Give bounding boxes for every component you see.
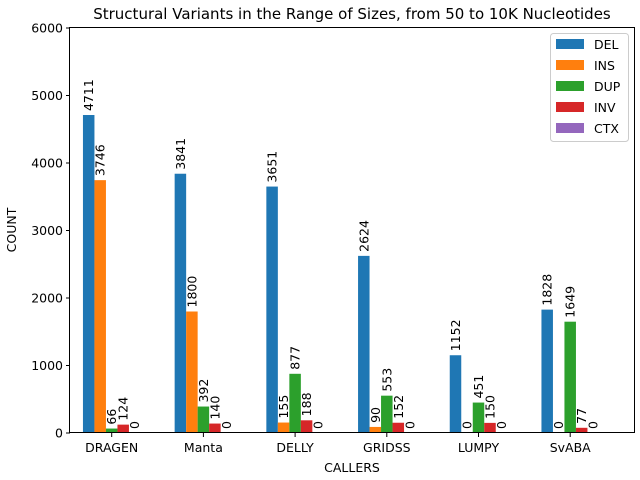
bars-layer	[82, 115, 588, 434]
data-label-inv-delly: 188	[299, 392, 314, 416]
data-label-del-dragen: 4711	[81, 79, 96, 111]
y-tick-label: 5000	[31, 88, 63, 103]
data-label-del-manta: 3841	[173, 138, 188, 170]
data-label-ins-manta: 1800	[184, 276, 199, 308]
data-label-ins-gridss: 90	[368, 407, 383, 423]
x-tick-label-lumpy: LUMPY	[458, 440, 500, 455]
bar-inv-delly	[300, 420, 313, 433]
legend-label-del: DEL	[594, 37, 619, 52]
bar-del-lumpy	[449, 355, 462, 433]
data-label-ctx-gridss: 0	[402, 421, 417, 429]
data-label-inv-lumpy: 150	[483, 395, 498, 419]
data-label-ctx-dragen: 0	[127, 421, 142, 429]
data-label-ins-lumpy: 0	[460, 421, 475, 429]
bar-dup-manta	[197, 406, 210, 433]
bar-inv-dragen	[117, 424, 129, 433]
data-label-inv-dragen: 124	[116, 397, 131, 421]
bar-inv-lumpy	[484, 422, 496, 434]
data-label-dup-lumpy: 451	[471, 375, 486, 399]
bar-dup-delly	[289, 373, 301, 433]
data-label-dup-svaba: 1649	[563, 286, 578, 318]
bar-del-manta	[174, 173, 187, 434]
data-label-del-svaba: 1828	[540, 274, 555, 306]
legend-swatch-dup	[556, 81, 584, 91]
bar-inv-svaba	[575, 427, 588, 433]
bar-del-gridss	[358, 255, 370, 433]
data-label-dup-delly: 877	[288, 346, 303, 370]
bar-inv-manta	[209, 423, 221, 433]
bar-ins-manta	[186, 311, 198, 433]
data-label-dup-manta: 392	[196, 379, 211, 403]
y-axis: 0 1000 2000 3000 4000 5000 6000	[31, 21, 70, 441]
y-tick-label: 6000	[31, 21, 63, 36]
data-label-dup-dragen: 66	[104, 409, 119, 425]
data-label-ins-svaba: 0	[551, 421, 566, 429]
x-tick-label-svaba: SvABA	[550, 440, 591, 455]
data-label-inv-manta: 140	[207, 396, 222, 420]
bar-del-delly	[266, 186, 278, 433]
bar-dup-gridss	[381, 395, 393, 433]
bar-ins-gridss	[369, 426, 382, 433]
data-label-inv-gridss: 152	[391, 395, 406, 419]
bar-dup-svaba	[564, 321, 576, 433]
bar-dup-lumpy	[472, 402, 485, 433]
chart-title: Structural Variants in the Range of Size…	[93, 5, 611, 23]
data-label-ins-delly: 155	[276, 395, 291, 419]
legend-label-inv: INV	[594, 100, 616, 115]
data-label-ctx-manta: 0	[219, 421, 234, 429]
bar-del-svaba	[541, 309, 553, 433]
data-label-ctx-lumpy: 0	[494, 421, 509, 429]
x-tick-label-delly: DELLY	[276, 440, 314, 455]
data-label-dup-gridss: 553	[379, 368, 394, 392]
data-label-del-delly: 3651	[265, 151, 280, 183]
bar-del-dragen	[82, 115, 95, 433]
data-label-del-gridss: 2624	[356, 220, 371, 252]
data-label-inv-svaba: 77	[574, 408, 589, 424]
legend: DEL INS DUP INV CTX	[550, 33, 629, 142]
x-axis-label: CALLERS	[324, 460, 380, 475]
legend-label-ctx: CTX	[594, 121, 619, 136]
bar-ins-dragen	[94, 180, 106, 433]
bar-inv-gridss	[392, 422, 405, 433]
y-tick-label: 1000	[31, 358, 63, 373]
legend-label-ins: INS	[594, 58, 615, 73]
legend-label-dup: DUP	[594, 79, 621, 94]
y-tick-label: 2000	[31, 291, 63, 306]
legend-swatch-inv	[556, 102, 584, 112]
legend-swatch-del	[556, 39, 584, 49]
y-axis-label: COUNT	[4, 207, 19, 252]
data-label-ins-dragen: 3746	[93, 144, 108, 176]
data-label-ctx-delly: 0	[311, 421, 326, 429]
x-axis: DRAGEN Manta DELLY GRIDSS LUMPY SvABA	[85, 433, 591, 455]
x-tick-label-gridss: GRIDSS	[363, 440, 411, 455]
y-tick-label: 3000	[31, 223, 63, 238]
y-tick-label: 4000	[31, 156, 63, 171]
x-tick-label-manta: Manta	[184, 440, 223, 455]
y-tick-label: 0	[55, 426, 63, 441]
x-tick-label-dragen: DRAGEN	[85, 440, 138, 455]
bar-dup-dragen	[105, 428, 118, 433]
data-label-del-lumpy: 1152	[448, 319, 463, 351]
legend-swatch-ctx	[556, 123, 584, 133]
legend-swatch-ins	[556, 60, 584, 70]
bar-ins-delly	[277, 422, 290, 433]
data-label-ctx-svaba: 0	[586, 421, 601, 429]
